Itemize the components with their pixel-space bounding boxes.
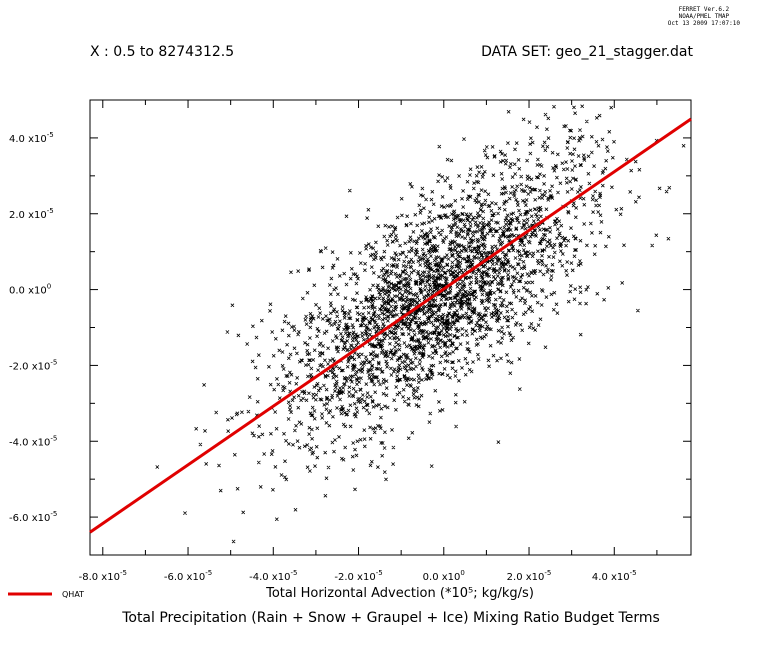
- x-tick-label: 2.0 x10-5: [507, 569, 552, 583]
- fit-line-qhat: [89, 117, 692, 534]
- ferret-date: Oct 13 2009 17:07:10: [667, 20, 740, 27]
- x-tick-label: -2.0 x10-5: [334, 569, 382, 583]
- y-tick-label: 4.0 x10-5: [9, 131, 54, 145]
- legend-label-qhat: QHAT: [62, 590, 84, 599]
- y-tick-label: -2.0 x10-5: [9, 358, 57, 372]
- x-tick-label: -6.0 x10-5: [164, 569, 212, 583]
- ferret-org: NOAA/PMEL TMAP: [678, 13, 730, 20]
- x-axis-label: Total Horizontal Advection (*10⁵; kg/kg/…: [265, 586, 534, 601]
- dataset-label: DATA SET: geo_21_stagger.dat: [481, 44, 693, 60]
- x-tick-label: 0.0 x100: [423, 569, 465, 583]
- y-tick-labels: 4.0 x10-5 2.0 x10-5 0.0 x100 -2.0 x10-5 -4.0…: [9, 131, 57, 524]
- x-tick-label: -8.0 x10-5: [79, 569, 127, 583]
- x-tick-labels: -8.0 x10-5 -6.0 x10-5 -4.0 x10-5 -2.0 x10-5…: [79, 569, 637, 583]
- x-tick-label: 4.0 x10-5: [592, 569, 637, 583]
- scatter-point-marks: [155, 104, 686, 544]
- y-tick-label: 0.0 x100: [9, 283, 51, 297]
- x-tick-label: -4.0 x10-5: [249, 569, 297, 583]
- y-tick-label: 2.0 x10-5: [9, 207, 54, 221]
- plot-frame: [89, 99, 692, 556]
- scatter-points: [155, 104, 686, 544]
- chart-title: Total Precipitation (Rain + Snow + Graup…: [121, 610, 660, 626]
- ferret-stamp: FERRET Ver.6.2 NOAA/PMEL TMAP Oct 13 200…: [668, 6, 740, 27]
- y-tick-label: -4.0 x10-5: [9, 434, 57, 448]
- ferret-version: FERRET Ver.6.2: [678, 6, 730, 13]
- x-range-label: X : 0.5 to 8274312.5: [90, 44, 235, 60]
- y-tick-label: -6.0 x10-5: [9, 510, 57, 524]
- axis-ticks: [90, 99, 691, 555]
